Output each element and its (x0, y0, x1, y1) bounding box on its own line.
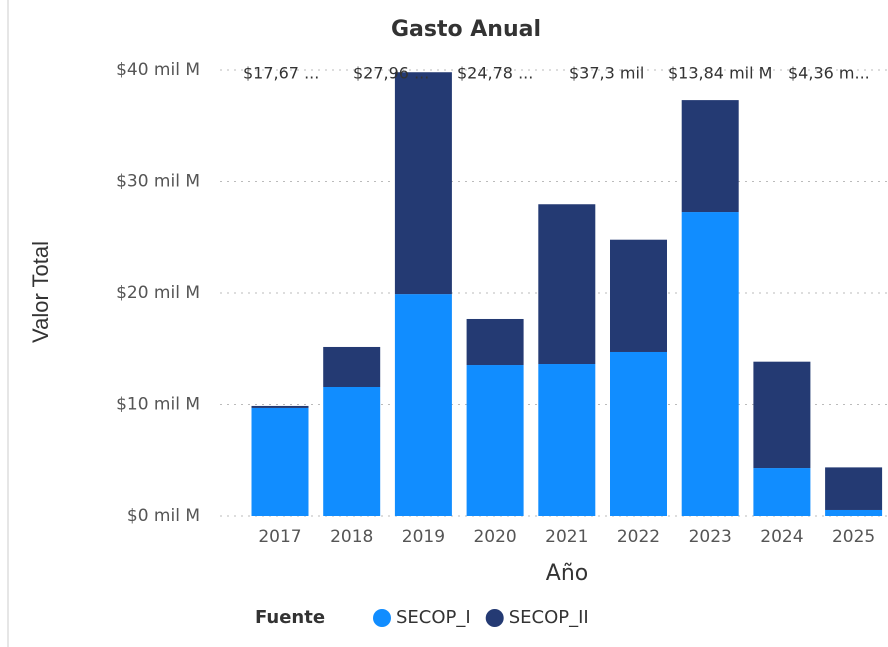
legend-marker (373, 609, 391, 627)
bar-segment (394, 72, 452, 295)
bar-segment (323, 346, 381, 387)
bar-segment (323, 386, 381, 516)
bar-segment (753, 361, 811, 469)
bar-segment (538, 364, 596, 516)
x-tick-label: 2025 (832, 527, 875, 547)
bar-segment (610, 351, 667, 516)
bar-segment (466, 318, 524, 366)
chart-title: Gasto Anual (391, 17, 541, 42)
total-label: $27,96 ... (353, 64, 429, 83)
bar-segment (681, 100, 739, 213)
y-tick-label: $40 mil M (116, 60, 200, 80)
bar-segment (538, 204, 596, 365)
total-label: $13,84 mil M (668, 64, 772, 83)
bar-segment (610, 239, 667, 352)
bar-segment (825, 509, 883, 516)
legend-label: SECOP_I (396, 607, 471, 628)
x-tick-label: 2021 (545, 527, 588, 547)
total-label: $4,36 m... (788, 64, 870, 83)
legend-title: Fuente (255, 607, 325, 628)
x-tick-label: 2019 (402, 527, 445, 547)
x-axis-label: Año (546, 561, 588, 586)
y-tick-label: $30 mil M (116, 172, 200, 192)
legend-label: SECOP_II (509, 607, 589, 628)
total-label: $37,3 mil (569, 64, 644, 83)
bar-segment (825, 467, 883, 510)
bar-segment (251, 405, 309, 408)
x-tick-label: 2020 (473, 527, 516, 547)
bar-segment (251, 407, 309, 516)
y-tick-label: $0 mil M (127, 506, 200, 526)
legend-marker (485, 609, 504, 627)
bar-segment (753, 468, 811, 516)
bar-segment (466, 365, 524, 516)
x-tick-label: 2024 (760, 527, 803, 547)
x-tick-label: 2017 (258, 527, 301, 547)
y-tick-label: $10 mil M (116, 395, 200, 415)
y-tick-label: $20 mil M (116, 283, 200, 303)
x-tick-label: 2022 (617, 527, 660, 547)
x-tick-label: 2018 (330, 527, 373, 547)
x-tick-label: 2023 (689, 527, 732, 547)
total-label: $17,67 ... (243, 64, 319, 83)
bar-segment (681, 212, 739, 516)
bar-segment (394, 294, 452, 516)
y-axis-label: Valor Total (28, 241, 53, 343)
total-label: $24,78 ... (457, 64, 533, 83)
